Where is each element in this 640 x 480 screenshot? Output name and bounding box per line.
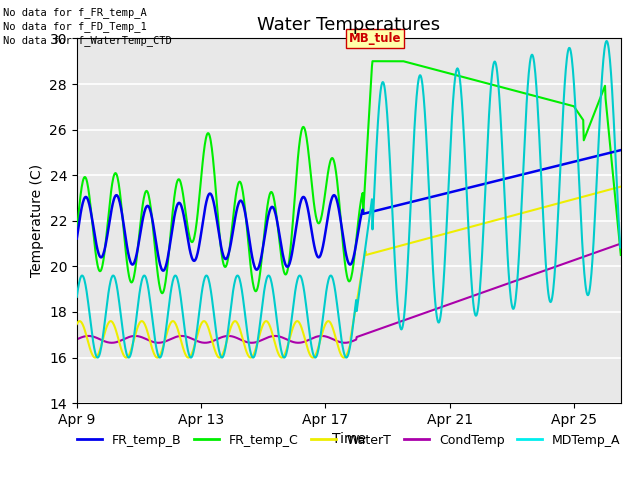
X-axis label: Time: Time [332, 432, 366, 446]
Text: No data for f_FR_temp_A
No data for f_FD_Temp_1
No data for f_WaterTemp_CTD: No data for f_FR_temp_A No data for f_FD… [3, 7, 172, 46]
Text: MB_tule: MB_tule [349, 32, 401, 45]
Title: Water Temperatures: Water Temperatures [257, 16, 440, 34]
Legend: FR_temp_B, FR_temp_C, WaterT, CondTemp, MDTemp_A: FR_temp_B, FR_temp_C, WaterT, CondTemp, … [72, 429, 625, 452]
Y-axis label: Temperature (C): Temperature (C) [30, 164, 44, 277]
